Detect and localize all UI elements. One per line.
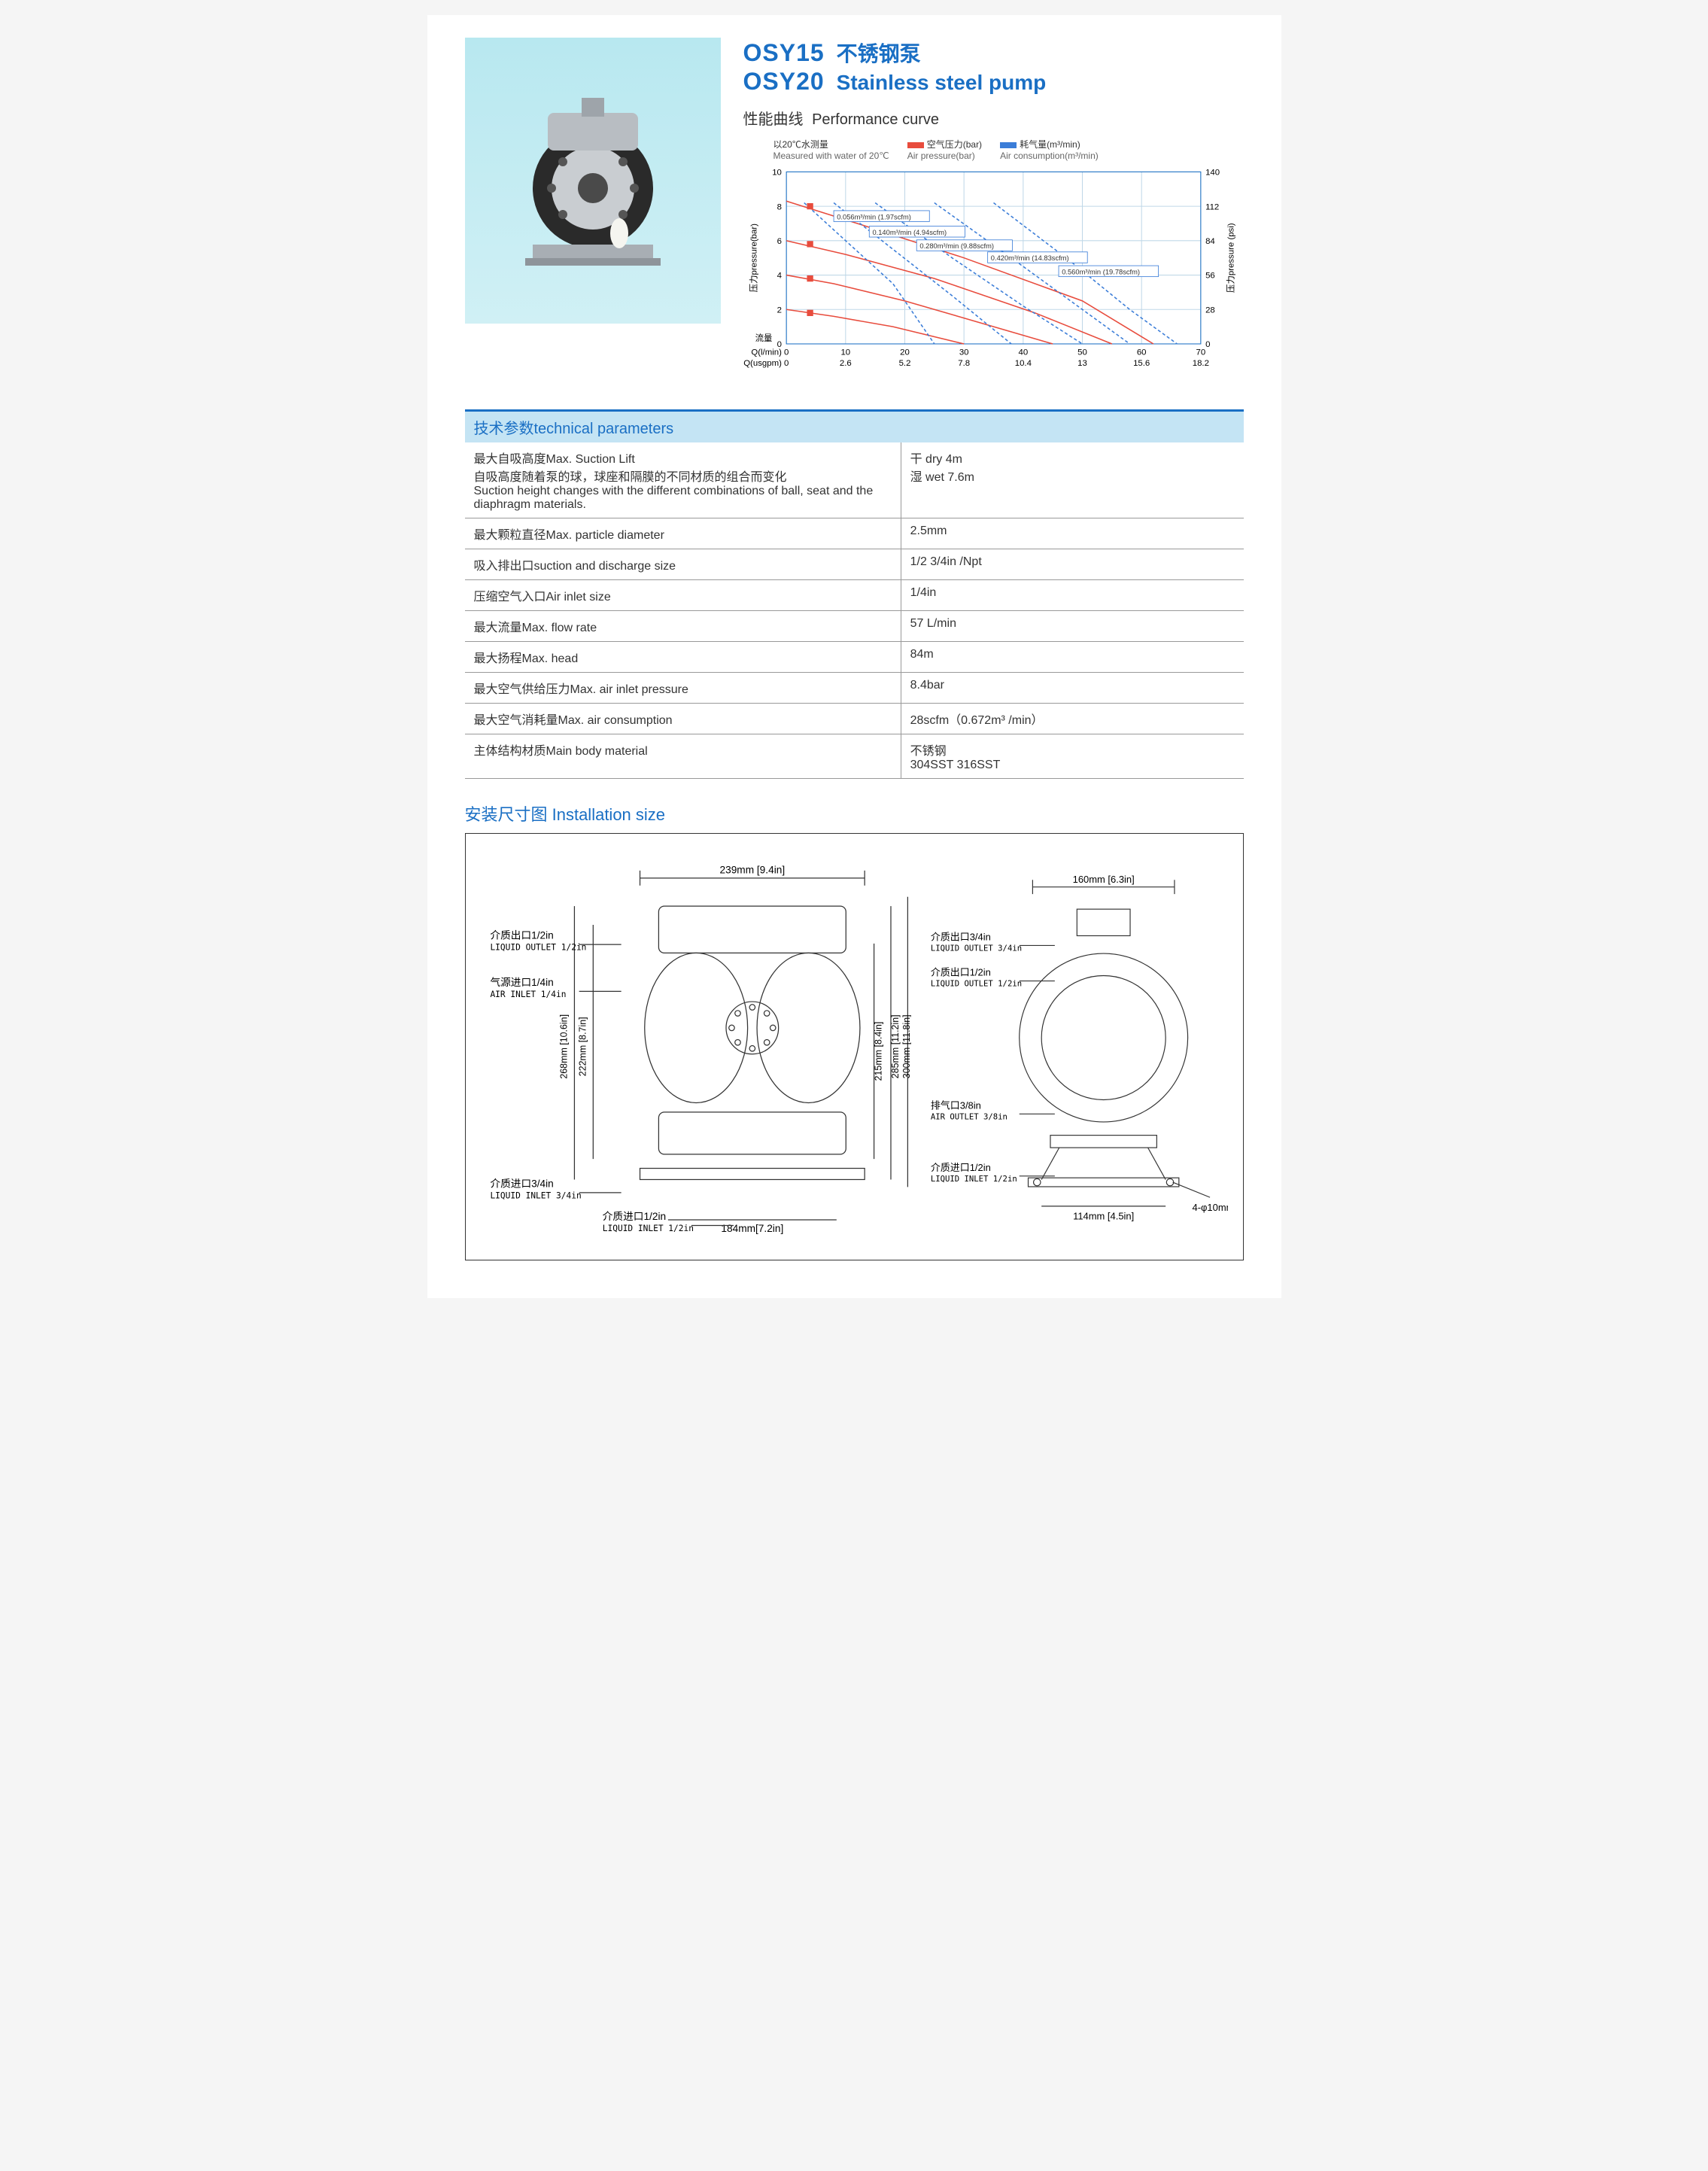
svg-text:239mm [9.4in]: 239mm [9.4in] <box>719 865 785 876</box>
svg-text:215mm [8.4in]: 215mm [8.4in] <box>873 1022 883 1081</box>
svg-text:84: 84 <box>1205 237 1215 246</box>
svg-text:4: 4 <box>777 272 782 281</box>
svg-text:介质进口1/2in: 介质进口1/2in <box>931 1162 991 1173</box>
svg-text:流量: 流量 <box>755 333 772 343</box>
svg-text:6: 6 <box>777 237 781 246</box>
install-heading: 安装尺寸图 Installation size <box>465 801 1244 826</box>
param-label: 吸入排出口suction and discharge size <box>465 549 901 579</box>
svg-text:AIR INLET 1/4in: AIR INLET 1/4in <box>490 990 566 999</box>
svg-text:8: 8 <box>777 202 781 211</box>
svg-text:28: 28 <box>1205 306 1215 315</box>
param-value: 1/2 3/4in /Npt <box>901 549 1243 579</box>
svg-text:0.280m³/min (9.88scfm): 0.280m³/min (9.88scfm) <box>919 242 994 250</box>
svg-text:160mm [6.3in]: 160mm [6.3in] <box>1072 874 1134 885</box>
svg-text:LIQUID INLET 3/4in: LIQUID INLET 3/4in <box>490 1190 581 1200</box>
param-label: 压缩空气入口Air inlet size <box>465 579 901 610</box>
param-value: 干 dry 4m 湿 wet 7.6m <box>901 442 1243 518</box>
svg-text:介质进口1/2in: 介质进口1/2in <box>602 1211 665 1222</box>
param-label: 主体结构材质Main body material <box>465 734 901 778</box>
params-table: 最大自吸高度Max. Suction Lift 自吸高度随着泵的球，球座和隔膜的… <box>465 442 1244 779</box>
product-photo <box>465 38 721 324</box>
param-value: 8.4bar <box>901 672 1243 703</box>
param-value: 不锈钢 304SST 316SST <box>901 734 1243 778</box>
svg-text:5.2: 5.2 <box>898 359 910 368</box>
svg-text:Q(l/min): Q(l/min) <box>751 348 782 357</box>
svg-text:LIQUID OUTLET 3/4in: LIQUID OUTLET 3/4in <box>931 944 1022 953</box>
svg-text:114mm [4.5in]: 114mm [4.5in] <box>1073 1211 1134 1222</box>
svg-text:70: 70 <box>1196 348 1205 357</box>
svg-text:2: 2 <box>777 306 781 315</box>
svg-text:10: 10 <box>772 169 782 178</box>
svg-text:Q(usgpm): Q(usgpm) <box>743 359 782 368</box>
svg-text:56: 56 <box>1205 272 1215 281</box>
svg-text:10: 10 <box>840 348 850 357</box>
svg-text:气源进口1/4in: 气源进口1/4in <box>490 977 553 988</box>
svg-text:15.6: 15.6 <box>1133 359 1150 368</box>
svg-text:268mm [10.6in]: 268mm [10.6in] <box>558 1014 569 1079</box>
svg-text:0.056m³/min (1.97scfm): 0.056m³/min (1.97scfm) <box>837 213 911 220</box>
svg-text:0: 0 <box>783 359 788 368</box>
svg-text:LIQUID INLET 1/2in: LIQUID INLET 1/2in <box>931 1175 1017 1184</box>
svg-text:0: 0 <box>1205 340 1210 349</box>
svg-text:0.420m³/min (14.83scfm): 0.420m³/min (14.83scfm) <box>990 254 1068 262</box>
svg-text:50: 50 <box>1077 348 1087 357</box>
params-heading: 技术参数technical parameters <box>465 409 1244 442</box>
svg-text:介质出口3/4in: 介质出口3/4in <box>931 931 991 942</box>
model-2-en: Stainless steel pump <box>837 71 1047 95</box>
svg-text:LIQUID INLET 1/2in: LIQUID INLET 1/2in <box>602 1224 693 1233</box>
param-label: 最大颗粒直径Max. particle diameter <box>465 518 901 549</box>
param-value: 57 L/min <box>901 610 1243 641</box>
param-label: 最大自吸高度Max. Suction Lift 自吸高度随着泵的球，球座和隔膜的… <box>465 442 901 518</box>
svg-text:222mm [8.7in]: 222mm [8.7in] <box>577 1017 588 1076</box>
curve-heading: 性能曲线 Performance curve <box>743 107 1244 129</box>
svg-text:0.560m³/min (19.78scfm): 0.560m³/min (19.78scfm) <box>1062 269 1140 276</box>
svg-text:112: 112 <box>1205 202 1219 211</box>
svg-text:介质出口1/2in: 介质出口1/2in <box>490 930 553 941</box>
model-1: OSY15 <box>743 39 825 67</box>
svg-text:30: 30 <box>959 348 968 357</box>
param-label: 最大流量Max. flow rate <box>465 610 901 641</box>
param-label: 最大扬程Max. head <box>465 641 901 672</box>
svg-text:4-φ10mm: 4-φ10mm <box>1192 1202 1227 1213</box>
svg-text:60: 60 <box>1136 348 1146 357</box>
svg-text:184mm[7.2in]: 184mm[7.2in] <box>721 1223 783 1234</box>
param-value: 2.5mm <box>901 518 1243 549</box>
svg-text:介质出口1/2in: 介质出口1/2in <box>931 966 991 978</box>
svg-text:285mm [11.2in]: 285mm [11.2in] <box>889 1014 900 1078</box>
svg-text:介质进口3/4in: 介质进口3/4in <box>490 1178 553 1189</box>
svg-text:140: 140 <box>1205 169 1220 178</box>
svg-text:压力pressure (psi): 压力pressure (psi) <box>1226 223 1235 293</box>
performance-chart: 0246810028568411214000102.6205.2307.8401… <box>743 164 1244 383</box>
svg-text:300mm [11.8in]: 300mm [11.8in] <box>901 1014 910 1078</box>
svg-text:LIQUID OUTLET 1/2in: LIQUID OUTLET 1/2in <box>490 943 586 953</box>
pump-illustration <box>503 83 683 278</box>
model-1-cn: 不锈钢泵 <box>837 38 921 68</box>
svg-text:压力pressure(bar): 压力pressure(bar) <box>749 223 758 292</box>
svg-text:20: 20 <box>900 348 910 357</box>
title-block: OSY15 不锈钢泵 OSY20 Stainless steel pump <box>743 38 1244 96</box>
svg-text:0: 0 <box>783 348 788 357</box>
svg-text:40: 40 <box>1018 348 1028 357</box>
param-value: 84m <box>901 641 1243 672</box>
param-value: 1/4in <box>901 579 1243 610</box>
param-label: 最大空气供给压力Max. air inlet pressure <box>465 672 901 703</box>
svg-text:10.4: 10.4 <box>1014 359 1032 368</box>
model-2: OSY20 <box>743 68 825 96</box>
svg-text:7.8: 7.8 <box>958 359 970 368</box>
svg-text:LIQUID OUTLET 1/2in: LIQUID OUTLET 1/2in <box>931 980 1022 989</box>
svg-text:18.2: 18.2 <box>1192 359 1208 368</box>
svg-text:排气口3/8in: 排气口3/8in <box>931 1099 981 1111</box>
param-value: 28scfm（0.672m³ /min） <box>901 703 1243 734</box>
svg-text:13: 13 <box>1077 359 1087 368</box>
installation-diagram: 239mm [9.4in] 268mm [10.6in] 222mm [8.7in]… <box>465 833 1244 1260</box>
svg-text:0.140m³/min (4.94scfm): 0.140m³/min (4.94scfm) <box>872 229 947 236</box>
svg-text:AIR OUTLET 3/8in: AIR OUTLET 3/8in <box>931 1112 1007 1121</box>
svg-text:2.6: 2.6 <box>839 359 851 368</box>
param-label: 最大空气消耗量Max. air consumption <box>465 703 901 734</box>
chart-legend: 以20℃水测量 Measured with water of 20℃ 空气压力(… <box>773 138 1244 161</box>
